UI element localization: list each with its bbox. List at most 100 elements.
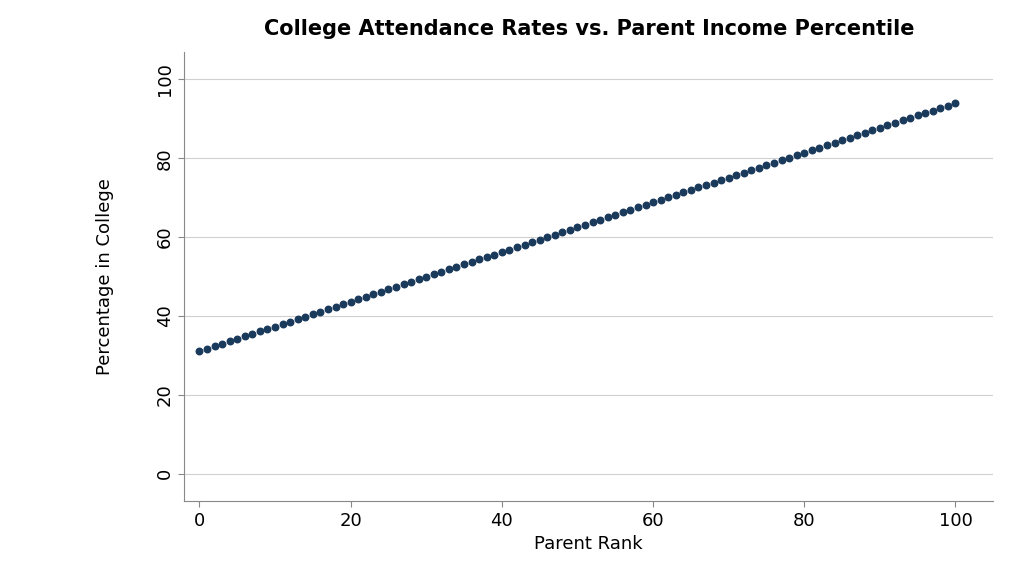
Point <box>531 235 548 244</box>
Point <box>751 163 767 172</box>
Point <box>766 158 782 167</box>
Point <box>478 252 495 262</box>
Point <box>585 218 601 227</box>
Point <box>199 344 215 354</box>
Point <box>267 322 284 331</box>
Point <box>880 121 896 130</box>
Point <box>305 309 322 319</box>
Point <box>871 123 888 132</box>
Point <box>607 210 624 219</box>
Point <box>486 250 503 259</box>
Point <box>328 302 344 311</box>
Point <box>426 270 442 279</box>
Point <box>713 176 729 185</box>
Point <box>456 260 472 269</box>
Point <box>637 200 653 210</box>
Point <box>433 267 450 276</box>
Point <box>652 195 669 204</box>
X-axis label: Parent Rank: Parent Rank <box>535 535 643 553</box>
Point <box>918 108 934 118</box>
Point <box>312 307 329 316</box>
Point <box>569 222 586 232</box>
Point <box>221 337 238 346</box>
Point <box>449 262 465 271</box>
Point <box>229 334 246 343</box>
Point <box>402 277 419 286</box>
Point <box>660 193 677 202</box>
Point <box>819 141 836 150</box>
Point <box>849 131 865 140</box>
Point <box>554 228 570 237</box>
Point <box>697 180 714 190</box>
Point <box>592 215 608 225</box>
Point <box>856 128 872 138</box>
Point <box>357 292 374 301</box>
Point <box>788 150 805 160</box>
Point <box>388 282 404 291</box>
Point <box>887 118 903 127</box>
Point <box>395 280 412 289</box>
Point <box>614 208 631 217</box>
Point <box>494 248 510 257</box>
Point <box>501 245 517 254</box>
Point <box>675 188 691 197</box>
Point <box>759 161 775 170</box>
Point <box>842 133 858 142</box>
Point <box>191 347 208 356</box>
Point <box>690 183 707 192</box>
Point <box>516 240 532 249</box>
Point <box>342 297 358 306</box>
Point <box>728 170 744 180</box>
Point <box>319 305 336 314</box>
Point <box>902 113 919 123</box>
Y-axis label: Percentage in College: Percentage in College <box>96 178 115 375</box>
Point <box>237 332 253 341</box>
Point <box>894 116 910 125</box>
Point <box>645 198 662 207</box>
Point <box>940 101 956 110</box>
Point <box>623 205 639 214</box>
Point <box>804 146 820 155</box>
Point <box>773 156 790 165</box>
Point <box>562 225 579 234</box>
Point <box>290 314 306 324</box>
Point <box>947 98 964 108</box>
Point <box>464 257 480 267</box>
Point <box>207 342 223 351</box>
Point <box>743 165 760 175</box>
Point <box>524 237 541 247</box>
Point <box>366 290 382 299</box>
Point <box>796 148 812 157</box>
Point <box>252 327 268 336</box>
Point <box>668 190 684 199</box>
Point <box>282 317 298 326</box>
Point <box>471 255 487 264</box>
Point <box>577 220 593 229</box>
Point <box>411 275 427 284</box>
Point <box>683 185 699 195</box>
Point <box>706 178 722 187</box>
Point <box>244 329 260 339</box>
Point <box>599 213 615 222</box>
Point <box>547 230 563 239</box>
Title: College Attendance Rates vs. Parent Income Percentile: College Attendance Rates vs. Parent Inco… <box>263 19 914 39</box>
Point <box>335 300 351 309</box>
Point <box>539 233 555 242</box>
Point <box>781 153 798 162</box>
Point <box>932 104 948 113</box>
Point <box>440 265 457 274</box>
Point <box>925 106 941 115</box>
Point <box>735 168 752 177</box>
Point <box>721 173 737 182</box>
Point <box>834 136 850 145</box>
Point <box>274 320 291 329</box>
Point <box>214 339 230 348</box>
Point <box>373 287 389 297</box>
Point <box>864 126 881 135</box>
Point <box>350 294 367 304</box>
Point <box>909 111 926 120</box>
Point <box>418 272 434 282</box>
Point <box>811 143 827 153</box>
Point <box>630 203 646 212</box>
Point <box>509 242 525 252</box>
